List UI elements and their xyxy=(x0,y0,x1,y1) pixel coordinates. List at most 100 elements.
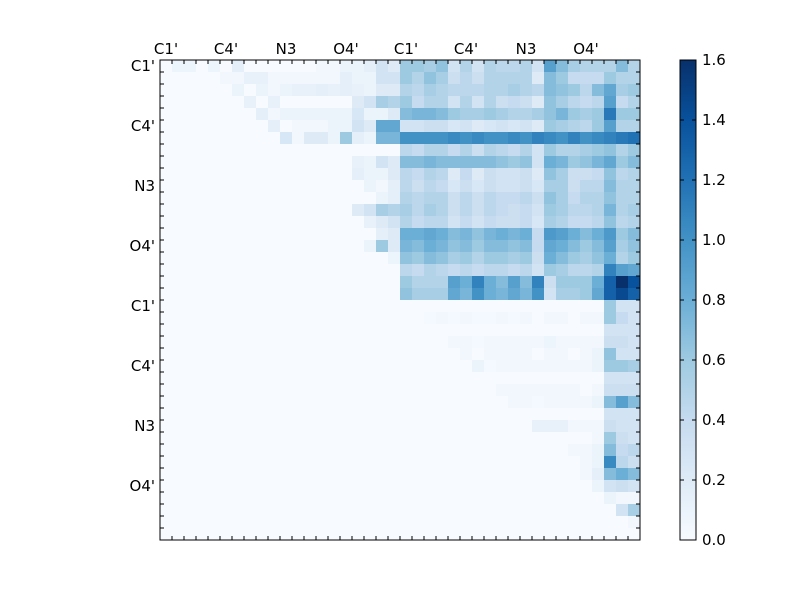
heatmap-cell xyxy=(424,396,437,409)
heatmap-cell xyxy=(304,456,317,469)
heatmap-cell xyxy=(172,168,185,181)
heatmap-cell xyxy=(520,324,533,337)
heatmap-cell xyxy=(400,240,413,253)
heatmap-cell xyxy=(352,240,365,253)
heatmap-cell xyxy=(208,408,221,421)
heatmap-cell xyxy=(184,168,197,181)
heatmap-cell xyxy=(424,264,437,277)
heatmap-cell xyxy=(268,180,281,193)
heatmap-cell xyxy=(220,480,233,493)
heatmap-cell xyxy=(328,444,341,457)
heatmap-cell xyxy=(220,108,233,121)
heatmap-cell xyxy=(388,60,401,73)
heatmap-cell xyxy=(424,360,437,373)
heatmap-cell xyxy=(304,96,317,109)
heatmap-cell xyxy=(220,528,233,541)
heatmap-cell xyxy=(208,516,221,529)
heatmap-cell xyxy=(304,60,317,73)
heatmap-cell xyxy=(472,480,485,493)
heatmap-cell xyxy=(556,300,569,313)
heatmap-cell xyxy=(232,84,245,97)
heatmap-cell xyxy=(328,108,341,121)
heatmap-cell xyxy=(220,60,233,73)
heatmap-cell xyxy=(388,240,401,253)
heatmap-cell xyxy=(424,324,437,337)
heatmap-cell xyxy=(364,432,377,445)
heatmap-cell xyxy=(256,264,269,277)
heatmap-cell xyxy=(604,216,617,229)
heatmap-cell xyxy=(544,384,557,397)
heatmap-cell xyxy=(292,480,305,493)
heatmap-cell xyxy=(376,156,389,169)
heatmap-cell xyxy=(472,516,485,529)
heatmap-cell xyxy=(412,204,425,217)
heatmap-cell xyxy=(616,456,629,469)
heatmap-cell xyxy=(592,468,605,481)
heatmap-cell xyxy=(520,96,533,109)
heatmap-cell xyxy=(436,60,449,73)
heatmap-cell xyxy=(172,312,185,325)
heatmap-cell xyxy=(328,456,341,469)
heatmap-cell xyxy=(160,300,173,313)
colorbar-tick-label: 0.6 xyxy=(702,351,726,369)
heatmap-cell xyxy=(400,432,413,445)
heatmap-cell xyxy=(604,240,617,253)
heatmap-cell xyxy=(340,468,353,481)
heatmap-cell xyxy=(616,384,629,397)
colorbar-tick-label: 1.4 xyxy=(702,111,726,129)
heatmap-cell xyxy=(328,372,341,385)
heatmap-cell xyxy=(292,420,305,433)
heatmap-cell xyxy=(448,468,461,481)
heatmap-cell xyxy=(280,240,293,253)
heatmap-cell xyxy=(508,120,521,133)
heatmap-cell xyxy=(412,300,425,313)
heatmap-cell xyxy=(172,144,185,157)
heatmap-cell xyxy=(364,504,377,517)
heatmap-cell xyxy=(376,336,389,349)
heatmap-cell xyxy=(544,420,557,433)
heatmap-cell xyxy=(232,384,245,397)
heatmap-cell xyxy=(208,96,221,109)
heatmap-cell xyxy=(436,420,449,433)
heatmap-cell xyxy=(496,516,509,529)
heatmap-cell xyxy=(616,84,629,97)
heatmap-cell xyxy=(292,168,305,181)
heatmap-cell xyxy=(604,324,617,337)
heatmap-cell xyxy=(268,84,281,97)
heatmap-cell xyxy=(544,144,557,157)
heatmap-cell xyxy=(508,528,521,541)
heatmap-cell xyxy=(544,288,557,301)
heatmap-cell xyxy=(196,312,209,325)
heatmap-cell xyxy=(388,228,401,241)
heatmap-cell xyxy=(244,408,257,421)
heatmap-cell xyxy=(208,312,221,325)
heatmap-cell xyxy=(532,492,545,505)
heatmap-cell xyxy=(328,300,341,313)
heatmap-cell xyxy=(484,516,497,529)
heatmap-cell xyxy=(460,300,473,313)
heatmap-cell xyxy=(244,84,257,97)
heatmap-cell xyxy=(580,336,593,349)
heatmap-cell xyxy=(472,528,485,541)
heatmap-cell xyxy=(532,156,545,169)
heatmap-cell xyxy=(580,216,593,229)
heatmap-cell xyxy=(292,192,305,205)
heatmap-cell xyxy=(196,444,209,457)
heatmap-cell xyxy=(220,324,233,337)
heatmap-cell xyxy=(568,240,581,253)
heatmap-cell xyxy=(376,216,389,229)
heatmap-cell xyxy=(556,420,569,433)
heatmap-cell xyxy=(352,60,365,73)
heatmap-cell xyxy=(196,336,209,349)
heatmap-cell xyxy=(268,516,281,529)
heatmap-cell xyxy=(616,372,629,385)
heatmap-cell xyxy=(364,168,377,181)
heatmap-cell xyxy=(256,324,269,337)
heatmap-cell xyxy=(268,312,281,325)
heatmap-cell xyxy=(568,384,581,397)
heatmap-cell xyxy=(568,96,581,109)
heatmap-cell xyxy=(184,468,197,481)
heatmap-cell xyxy=(400,132,413,145)
heatmap-cell xyxy=(256,252,269,265)
heatmap-cell xyxy=(364,108,377,121)
